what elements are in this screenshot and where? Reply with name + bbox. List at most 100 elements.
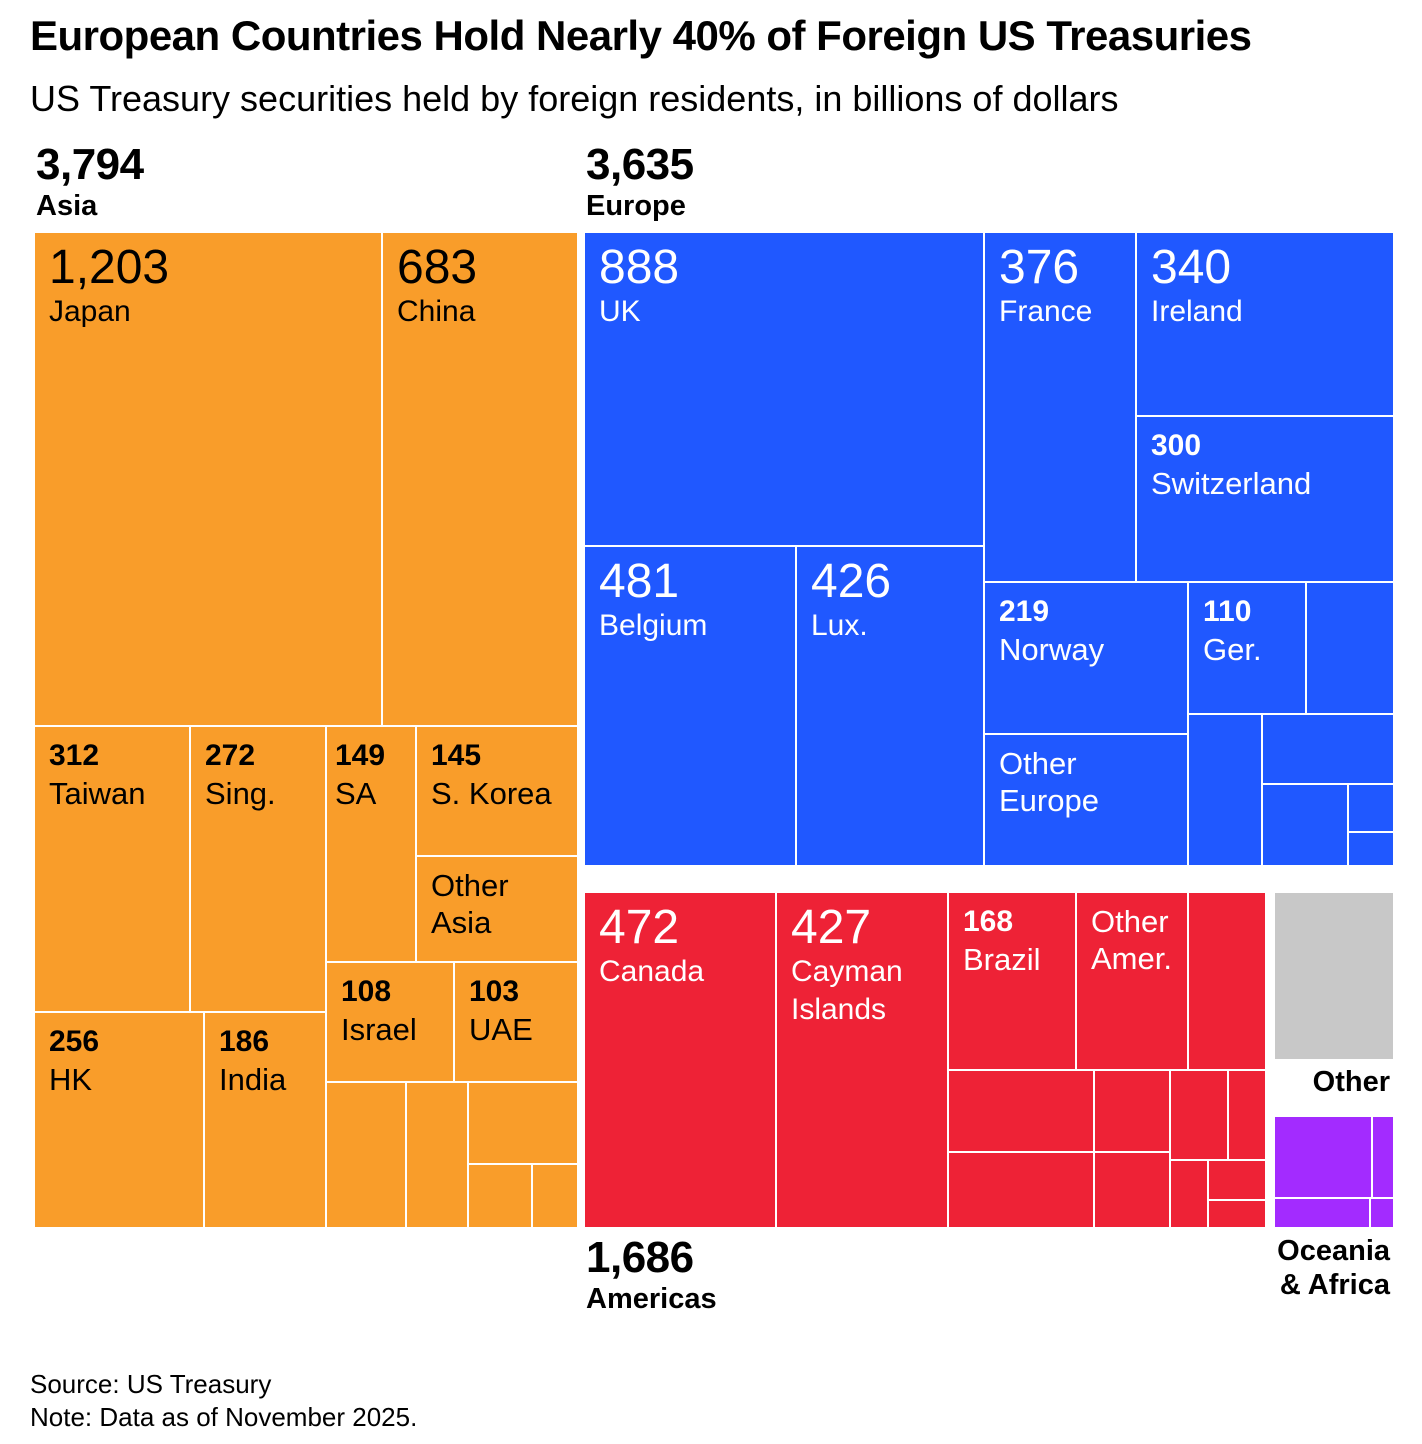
tile-label: Switzerland bbox=[1151, 465, 1312, 501]
tile-saudi-arabia: 149 SA bbox=[326, 726, 416, 962]
tile-label: Belgium bbox=[599, 609, 708, 643]
tile-label: Ger. bbox=[1203, 631, 1262, 667]
tile-value: 481 bbox=[599, 555, 680, 608]
tile-singapore: 272 Sing. bbox=[190, 726, 326, 1012]
tile-belgium: 481 Belgium bbox=[584, 546, 796, 866]
tile-value: 312 bbox=[49, 739, 100, 772]
tile-americas-unlabeled-10 bbox=[1208, 1200, 1266, 1228]
tile-ireland: 340 Ireland bbox=[1136, 232, 1394, 416]
tile-value: 427 bbox=[791, 901, 872, 954]
tile-germany: 110 Ger. bbox=[1188, 582, 1306, 714]
tile-asia-unlabeled-2 bbox=[406, 1082, 468, 1228]
tile-label-line1: Other bbox=[1091, 904, 1169, 939]
tile-cayman-islands: 427 Cayman Islands bbox=[776, 892, 948, 1228]
tile-other-asia: Other Asia bbox=[416, 856, 578, 962]
tile-label: UK bbox=[599, 295, 641, 329]
tile-label: Japan bbox=[49, 295, 131, 329]
tile-other-europe: Other Europe bbox=[984, 734, 1188, 866]
tile-value: 426 bbox=[811, 555, 892, 608]
tile-oceania-africa-3 bbox=[1274, 1198, 1370, 1228]
tile-label: Lux. bbox=[811, 609, 868, 643]
tile-value: 103 bbox=[469, 975, 520, 1008]
tile-brazil: 168 Brazil bbox=[948, 892, 1076, 1070]
tile-value: 168 bbox=[963, 905, 1014, 938]
tile-asia-unlabeled-4 bbox=[468, 1164, 532, 1228]
tile-europe-unlabeled-6 bbox=[1348, 832, 1394, 866]
tile-asia-unlabeled-3 bbox=[468, 1082, 578, 1164]
tile-switzerland: 300 Switzerland bbox=[1136, 416, 1394, 582]
tile-label-line1: Other bbox=[431, 868, 509, 903]
tile-label: Sing. bbox=[205, 775, 276, 811]
tile-japan: 1,203 Japan bbox=[34, 232, 382, 726]
tile-europe-unlabeled-2 bbox=[1188, 714, 1262, 866]
group-label-europe: 3,635 Europe bbox=[586, 140, 694, 223]
tile-luxembourg: 426 Lux. bbox=[796, 546, 984, 866]
group-name-europe: Europe bbox=[586, 190, 686, 222]
tile-label-line2: Islands bbox=[791, 992, 887, 1026]
tile-americas-unlabeled-8 bbox=[1170, 1160, 1208, 1228]
data-note: Note: Data as of November 2025. bbox=[30, 1401, 418, 1432]
tile-taiwan: 312 Taiwan bbox=[34, 726, 190, 1012]
tile-south-korea: 145 S. Korea bbox=[416, 726, 578, 856]
tile-value: 145 bbox=[431, 739, 482, 772]
tile-other bbox=[1274, 892, 1394, 1060]
tile-asia-unlabeled-1 bbox=[326, 1082, 406, 1228]
tile-label-line2: Asia bbox=[431, 905, 492, 941]
tile-label: S. Korea bbox=[431, 775, 552, 811]
tile-label: HK bbox=[49, 1061, 93, 1097]
tile-other-americas: Other Amer. bbox=[1076, 892, 1188, 1070]
tile-norway: 219 Norway bbox=[984, 582, 1188, 734]
tile-americas-unlabeled-3 bbox=[948, 1152, 1094, 1228]
tile-label: UAE bbox=[469, 1011, 533, 1047]
group-name-africa: & Africa bbox=[1279, 1269, 1390, 1302]
tile-europe-unlabeled-1 bbox=[1306, 582, 1394, 714]
tile-americas-unlabeled-1 bbox=[1188, 892, 1266, 1070]
tile-europe-unlabeled-3 bbox=[1262, 714, 1394, 784]
tile-value: 340 bbox=[1151, 241, 1232, 294]
tile-value: 272 bbox=[205, 739, 256, 772]
tile-label: Ireland bbox=[1151, 295, 1243, 329]
tile-value: 888 bbox=[599, 241, 680, 294]
tile-label: Israel bbox=[341, 1011, 417, 1047]
tile-value: 186 bbox=[219, 1025, 270, 1058]
tile-label: France bbox=[999, 295, 1093, 329]
tile-oceania-africa-4 bbox=[1370, 1198, 1394, 1228]
tile-value: 219 bbox=[999, 595, 1050, 628]
tile-value: 108 bbox=[341, 975, 392, 1008]
tile-france: 376 France bbox=[984, 232, 1136, 582]
tile-value: 256 bbox=[49, 1025, 100, 1058]
chart-subtitle: US Treasury securities held by foreign r… bbox=[30, 78, 1119, 119]
tile-value: 300 bbox=[1151, 429, 1202, 462]
chart-title: European Countries Hold Nearly 40% of Fo… bbox=[30, 12, 1252, 59]
tile-oceania-africa-1 bbox=[1274, 1116, 1372, 1198]
tile-india: 186 India bbox=[204, 1012, 326, 1228]
tile-label-line2: Amer. bbox=[1091, 941, 1172, 977]
group-name-asia: Asia bbox=[36, 190, 98, 222]
tile-uae: 103 UAE bbox=[454, 962, 578, 1082]
tile-asia-unlabeled-5 bbox=[532, 1164, 578, 1228]
tile-israel: 108 Israel bbox=[326, 962, 454, 1082]
group-label-other: Other bbox=[1313, 1066, 1390, 1099]
tile-oceania-africa-2 bbox=[1372, 1116, 1394, 1198]
tile-americas-unlabeled-9 bbox=[1208, 1160, 1266, 1200]
tile-label-line1: Other bbox=[999, 746, 1077, 781]
group-total-americas: 1,686 bbox=[586, 1233, 694, 1282]
tile-label-line1: Cayman bbox=[791, 955, 903, 989]
group-label-oceania-africa: Oceania & Africa bbox=[1277, 1234, 1390, 1302]
tile-value: 1,203 bbox=[49, 241, 170, 294]
tile-label: Taiwan bbox=[49, 775, 146, 811]
tile-canada: 472 Canada bbox=[584, 892, 776, 1228]
tile-china: 683 China bbox=[382, 232, 578, 726]
tile-value: 110 bbox=[1203, 595, 1252, 628]
tile-label: China bbox=[397, 295, 476, 329]
tile-americas-unlabeled-2 bbox=[948, 1070, 1094, 1152]
tile-label: Brazil bbox=[963, 941, 1041, 977]
group-label-asia: 3,794 Asia bbox=[36, 140, 144, 223]
tile-label: Norway bbox=[999, 631, 1105, 667]
group-name-oceania: Oceania bbox=[1277, 1235, 1390, 1267]
tile-europe-unlabeled-4 bbox=[1262, 784, 1348, 866]
tile-value: 683 bbox=[397, 241, 478, 294]
tile-label: SA bbox=[335, 775, 377, 811]
chart-footer: Source: US Treasury Note: Data as of Nov… bbox=[30, 1368, 417, 1433]
tile-americas-unlabeled-5 bbox=[1094, 1152, 1170, 1228]
